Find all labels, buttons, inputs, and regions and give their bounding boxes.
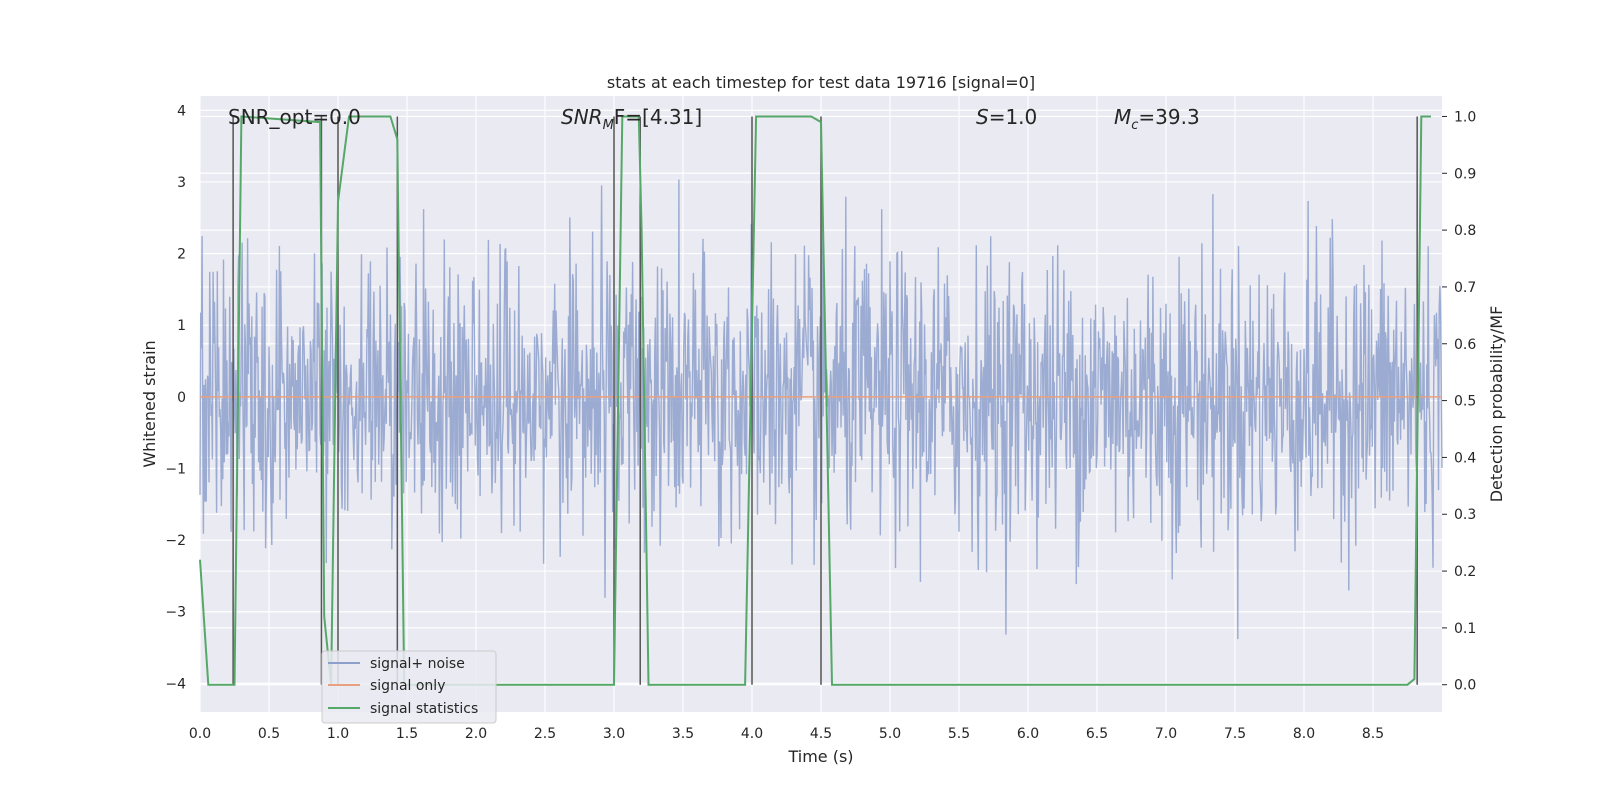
y2-tick-label: 0.6 xyxy=(1454,337,1476,353)
y-tick-label: −3 xyxy=(165,605,186,621)
legend-label-signal: signal only xyxy=(370,678,445,694)
x-tick-label: 7.5 xyxy=(1224,726,1246,742)
chart-title: stats at each timestep for test data 197… xyxy=(607,73,1035,92)
y2-tick-label: 0.4 xyxy=(1454,450,1476,466)
y2-tick-label: 0.3 xyxy=(1454,507,1476,523)
annotation-mc-rest: =39.3 xyxy=(1138,105,1199,129)
y-axis-label: Whitened strain xyxy=(140,340,159,467)
legend-label-noise: signal+ noise xyxy=(370,656,465,672)
x-ticks: 0.0 0.5 1.0 1.5 2.0 2.5 3.0 3.5 4.0 4.5 5.0 5.5 6.0 6… xyxy=(189,726,1384,742)
annotation-mc-main: M xyxy=(1114,105,1131,129)
y-tick-label: −4 xyxy=(165,676,186,692)
legend-box xyxy=(321,650,497,724)
y2-ticks: 1.0 0.9 0.8 0.7 0.6 0.5 0.4 0.3 0.2 0.1 0.0 xyxy=(1442,109,1476,694)
y2-tick-label: 0.2 xyxy=(1454,564,1476,580)
annotation-s: S=1.0 xyxy=(976,105,1037,129)
x-tick-label: 6.5 xyxy=(1086,726,1108,742)
x-tick-label: 6.0 xyxy=(1017,726,1039,742)
annotation-snr-mf-rest: F=[4.31] xyxy=(614,105,702,129)
signal-statistics-line xyxy=(199,115,1431,686)
annotation-s-main: S xyxy=(976,105,989,129)
x-tick-label: 5.0 xyxy=(879,726,901,742)
legend-label-stats: signal statistics xyxy=(370,701,478,717)
x-tick-label: 0.5 xyxy=(258,726,280,742)
annotation-snr-mf-main: SNR xyxy=(561,105,603,129)
y-tick-label: −2 xyxy=(165,533,186,549)
annotation-mc-sub: c xyxy=(1131,118,1138,133)
y2-tick-label: 0.5 xyxy=(1454,394,1476,410)
x-tick-label: 1.0 xyxy=(327,726,349,742)
y-tick-label: 0 xyxy=(177,390,186,406)
x-tick-label: 7.0 xyxy=(1155,726,1177,742)
annotation-s-rest: =1.0 xyxy=(989,105,1038,129)
y2-tick-label: 0.9 xyxy=(1454,166,1476,182)
annotation-mc: Mc=39.3 xyxy=(1114,105,1200,133)
y2-tick-label: 0.1 xyxy=(1454,621,1476,637)
x-tick-label: 4.5 xyxy=(810,726,832,742)
y-tick-label: −1 xyxy=(165,461,186,477)
y2-tick-label: 1.0 xyxy=(1454,109,1476,125)
y-ticks: 4 3 2 1 0 −1 −2 −3 −4 xyxy=(165,103,186,692)
y-tick-label: 1 xyxy=(177,318,186,334)
x-tick-label: 4.0 xyxy=(741,726,763,742)
x-tick-label: 2.5 xyxy=(534,726,556,742)
x-tick-label: 8.5 xyxy=(1362,726,1384,742)
x-tick-label: 2.0 xyxy=(465,726,487,742)
x-tick-label: 5.5 xyxy=(948,726,970,742)
y2-tick-label: 0.7 xyxy=(1454,280,1476,296)
x-tick-label: 8.0 xyxy=(1293,726,1315,742)
annotation-snr-opt: SNR_opt=0.0 xyxy=(228,105,361,129)
x-tick-label: 3.5 xyxy=(672,726,694,742)
x-tick-label: 0.0 xyxy=(189,726,211,742)
x-tick-label: 3.0 xyxy=(603,726,625,742)
y2-axis-label: Detection probability/MF xyxy=(1487,306,1506,503)
annotation-snr-mf-sub: M xyxy=(603,118,614,133)
vertical-markers xyxy=(199,115,1431,686)
x-axis-label: Time (s) xyxy=(787,747,853,766)
y-tick-label: 2 xyxy=(177,247,186,263)
y2-tick-label: 0.8 xyxy=(1454,223,1476,239)
y2-tick-label: 0.0 xyxy=(1454,678,1476,694)
annotation-snr-mf: SNRMF=[4.31] xyxy=(561,105,702,133)
y-tick-label: 4 xyxy=(177,103,186,119)
x-tick-label: 1.5 xyxy=(396,726,418,742)
y-tick-label: 3 xyxy=(177,175,186,191)
legend: signal+ noise signal only signal statist… xyxy=(321,650,497,724)
